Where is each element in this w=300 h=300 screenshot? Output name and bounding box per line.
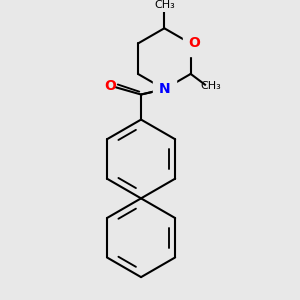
Text: O: O — [188, 37, 200, 50]
Text: CH₃: CH₃ — [154, 0, 175, 10]
Text: CH₃: CH₃ — [200, 82, 221, 92]
Text: N: N — [158, 82, 170, 96]
Text: N: N — [164, 80, 176, 94]
Text: O: O — [105, 79, 117, 93]
